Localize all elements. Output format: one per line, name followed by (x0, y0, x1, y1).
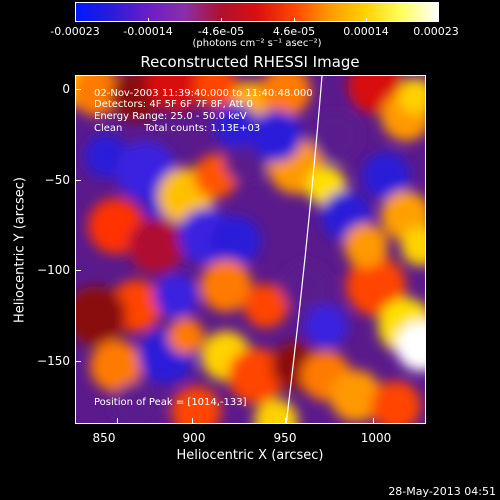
x-tick-label: 900 (182, 431, 206, 445)
total-counts-text: Total counts: 1.13E+03 (144, 123, 261, 134)
y-tick (75, 180, 81, 181)
emission-blob (76, 286, 126, 346)
emission-blob (194, 76, 238, 108)
emission-blob (214, 104, 258, 148)
emission-blob (304, 304, 348, 348)
colorbar (75, 2, 439, 22)
emission-blob (398, 78, 425, 114)
emission-blob (128, 218, 184, 274)
colorbar-units: (photons cm⁻² s⁻¹ asec⁻²) (192, 38, 322, 49)
emission-blob (311, 111, 361, 161)
plot-title: Reconstructed RHESSI Image (140, 53, 360, 71)
colorbar-tick (294, 18, 295, 22)
y-tick (75, 270, 81, 271)
emission-blob (154, 274, 198, 318)
solar-limb-line (285, 76, 323, 423)
emission-blob (261, 76, 311, 116)
emission-blob (171, 386, 221, 423)
emission-blob (76, 76, 121, 116)
emission-blob (211, 216, 261, 266)
emission-blob (344, 224, 388, 268)
y-tick-label: 0 (62, 82, 70, 96)
detectors-text: Detectors: 4F 5F 6F 7F 8F, Att 0 (94, 99, 254, 110)
emission-blob (401, 226, 425, 266)
x-tick (373, 418, 374, 424)
x-axis-label: Heliocentric X (arcsec) (176, 448, 324, 463)
rhessi-image-plot: 02-Nov-2003 11:39:40.000 to 11:40:48.000… (75, 75, 426, 424)
peak-position-text: Position of Peak = [1014,-133] (94, 397, 247, 408)
y-tick (75, 89, 81, 90)
emission-blob (330, 370, 382, 422)
y-axis-label: Heliocentric Y (arcsec) (12, 177, 28, 323)
y-tick-label: −100 (37, 263, 70, 277)
emission-blob (228, 348, 284, 404)
colorbar-tick (75, 18, 76, 22)
image-map (76, 76, 425, 423)
emission-blob (250, 110, 302, 162)
colorbar-tick-label: -0.00014 (123, 25, 173, 38)
emission-blob (168, 318, 204, 354)
y-tick-label: −50 (44, 173, 70, 187)
colorbar-tick (221, 18, 222, 22)
emission-blob (371, 381, 421, 423)
energy-range-text: Energy Range: 25.0 - 50.0 keV (94, 111, 247, 122)
y-tick (75, 361, 81, 362)
x-tick (285, 418, 286, 424)
colorbar-tick (438, 18, 439, 22)
time-range-text: 02-Nov-2003 11:39:40.000 to 11:40:48.000 (94, 88, 313, 99)
emission-blob (244, 284, 288, 328)
algorithm-text: Clean (94, 123, 123, 134)
emission-blob (146, 76, 206, 111)
x-tick-label: 950 (273, 431, 297, 445)
x-tick-label: 850 (92, 431, 116, 445)
colorbar-tick (366, 18, 367, 22)
colorbar-tick-label: 0.00014 (343, 25, 389, 38)
emission-blob (200, 260, 252, 312)
emission-blob (362, 152, 410, 200)
colorbar-tick-label: 4.6e-05 (272, 25, 316, 38)
y-tick-label: −150 (37, 354, 70, 368)
timestamp: 28-May-2013 04:51 (388, 485, 496, 498)
colorbar-tick-label: -0.00023 (50, 25, 100, 38)
colorbar-tick (148, 18, 149, 22)
emission-blob (112, 382, 160, 423)
emission-blob (346, 256, 406, 316)
x-tick-label: 1000 (360, 431, 392, 445)
emission-blob (281, 261, 331, 311)
x-tick (117, 418, 118, 424)
emission-blob (396, 321, 425, 371)
colorbar-tick-label: -4.6e-05 (197, 25, 245, 38)
colorbar-tick-label: 0.00023 (413, 25, 459, 38)
emission-blob (90, 340, 142, 392)
x-tick (192, 418, 193, 424)
